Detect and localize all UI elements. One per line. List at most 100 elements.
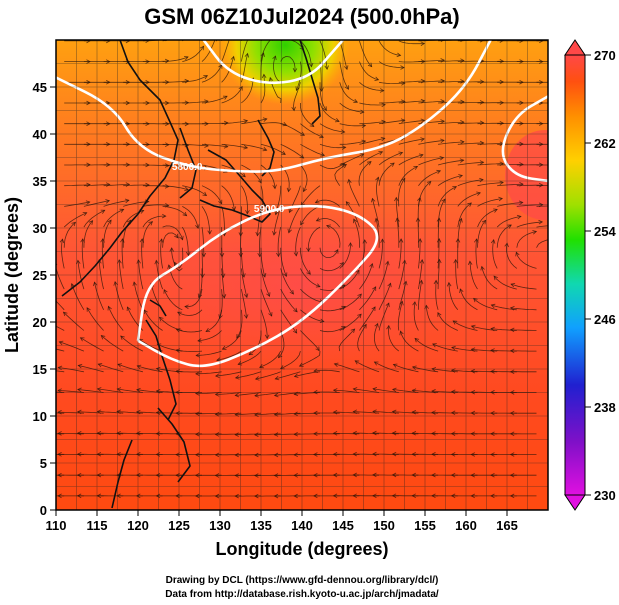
- streamline: [457, 122, 484, 125]
- streamline: [339, 40, 348, 70]
- streamline-arrow: [467, 260, 473, 266]
- x-tick-label: 120: [127, 518, 149, 533]
- streamline: [142, 204, 169, 207]
- streamline: [121, 238, 124, 269]
- streamline-arrow: [313, 493, 318, 499]
- streamline: [497, 164, 523, 166]
- x-tick-label: 135: [250, 518, 272, 533]
- streamline-arrow: [373, 361, 379, 366]
- streamline-arrow: [532, 230, 538, 235]
- streamline-arrow: [154, 259, 159, 265]
- streamline: [201, 64, 223, 83]
- streamline-arrow: [559, 163, 563, 167]
- streamline-arrow: [277, 353, 283, 359]
- streamline-arrow: [362, 323, 367, 329]
- streamline: [510, 329, 537, 331]
- streamline: [273, 206, 282, 235]
- streamline: [359, 81, 384, 92]
- streamline: [182, 100, 209, 104]
- streamline-arrow: [85, 200, 91, 205]
- streamline-arrow: [411, 431, 417, 436]
- streamline: [378, 261, 389, 290]
- streamline-arrow: [332, 451, 338, 457]
- streamline-arrow: [399, 330, 404, 336]
- streamline: [339, 153, 364, 166]
- streamline-arrow: [238, 85, 243, 91]
- streamline: [516, 204, 543, 207]
- streamline: [63, 222, 76, 248]
- streamline-arrow: [287, 228, 292, 234]
- y-tick-label: 20: [33, 315, 47, 330]
- streamline-arrow: [493, 208, 498, 213]
- streamline: [398, 80, 425, 83]
- streamline-arrow: [450, 389, 456, 395]
- streamline-arrow: [293, 452, 298, 458]
- streamline-arrow: [519, 162, 524, 167]
- streamline-arrow: [293, 493, 298, 499]
- streamline: [374, 361, 399, 373]
- streamline: [334, 363, 360, 373]
- streamline-arrow: [481, 219, 487, 225]
- streamline-arrow: [352, 430, 357, 436]
- streamline-arrow: [135, 409, 141, 415]
- streamline-arrow: [107, 219, 112, 225]
- streamline-arrow: [490, 348, 495, 353]
- streamline-arrow: [556, 236, 560, 240]
- streamline: [435, 280, 439, 310]
- streamline: [299, 351, 321, 367]
- streamline-arrow: [450, 410, 456, 416]
- streamline: [378, 61, 405, 68]
- streamline-arrow: [509, 327, 515, 333]
- streamline: [418, 280, 422, 310]
- streamline-arrow: [459, 158, 465, 163]
- streamline: [163, 289, 183, 311]
- streamline-arrow: [177, 311, 182, 316]
- streamline-arrow: [113, 280, 118, 286]
- streamline-arrow: [499, 180, 504, 186]
- streamline: [373, 388, 399, 393]
- streamline-arrow: [58, 340, 64, 346]
- streamline-arrow: [352, 387, 358, 392]
- streamline-arrow: [82, 212, 88, 217]
- streamline-arrow: [254, 432, 259, 437]
- streamline-arrow: [490, 472, 495, 478]
- streamline: [236, 309, 243, 339]
- streamline-arrow: [441, 198, 446, 204]
- streamline: [437, 198, 446, 228]
- streamline-arrow: [391, 451, 397, 457]
- streamline-arrow: [440, 138, 445, 144]
- streamline: [176, 349, 203, 352]
- colorbar-tick-label: 254: [594, 224, 616, 239]
- streamline: [378, 40, 401, 56]
- streamline: [379, 101, 405, 104]
- streamline-arrow: [348, 242, 353, 247]
- streamline-arrow: [135, 493, 141, 499]
- streamline-arrow: [387, 282, 392, 288]
- streamline-arrow: [96, 493, 102, 499]
- credit-line-2: Data from http://database.rish.kyoto-u.a…: [165, 589, 439, 600]
- streamline-arrow: [400, 65, 405, 70]
- colorbar-top-arrow: [564, 39, 586, 56]
- streamline: [221, 40, 230, 62]
- streamline-arrow: [319, 87, 324, 92]
- streamline-arrow: [372, 409, 377, 414]
- streamline-arrow: [300, 220, 305, 226]
- streamline-arrow: [116, 430, 121, 436]
- streamline: [64, 184, 91, 187]
- streamline-arrow: [420, 137, 425, 142]
- streamline: [162, 56, 189, 62]
- streamline-arrow: [164, 163, 170, 168]
- streamline-arrow: [306, 270, 311, 275]
- streamline: [418, 238, 421, 269]
- streamline-arrow: [136, 259, 141, 264]
- streamline-arrow: [39, 345, 43, 349]
- streamline: [418, 100, 445, 104]
- streamline: [536, 225, 548, 228]
- streamline-arrow: [96, 387, 102, 392]
- streamline-arrow: [372, 430, 377, 436]
- streamline-arrow: [234, 432, 239, 437]
- streamline-arrow: [332, 409, 338, 415]
- streamline-arrow: [391, 387, 397, 393]
- streamline: [86, 307, 104, 331]
- streamline: [195, 371, 222, 375]
